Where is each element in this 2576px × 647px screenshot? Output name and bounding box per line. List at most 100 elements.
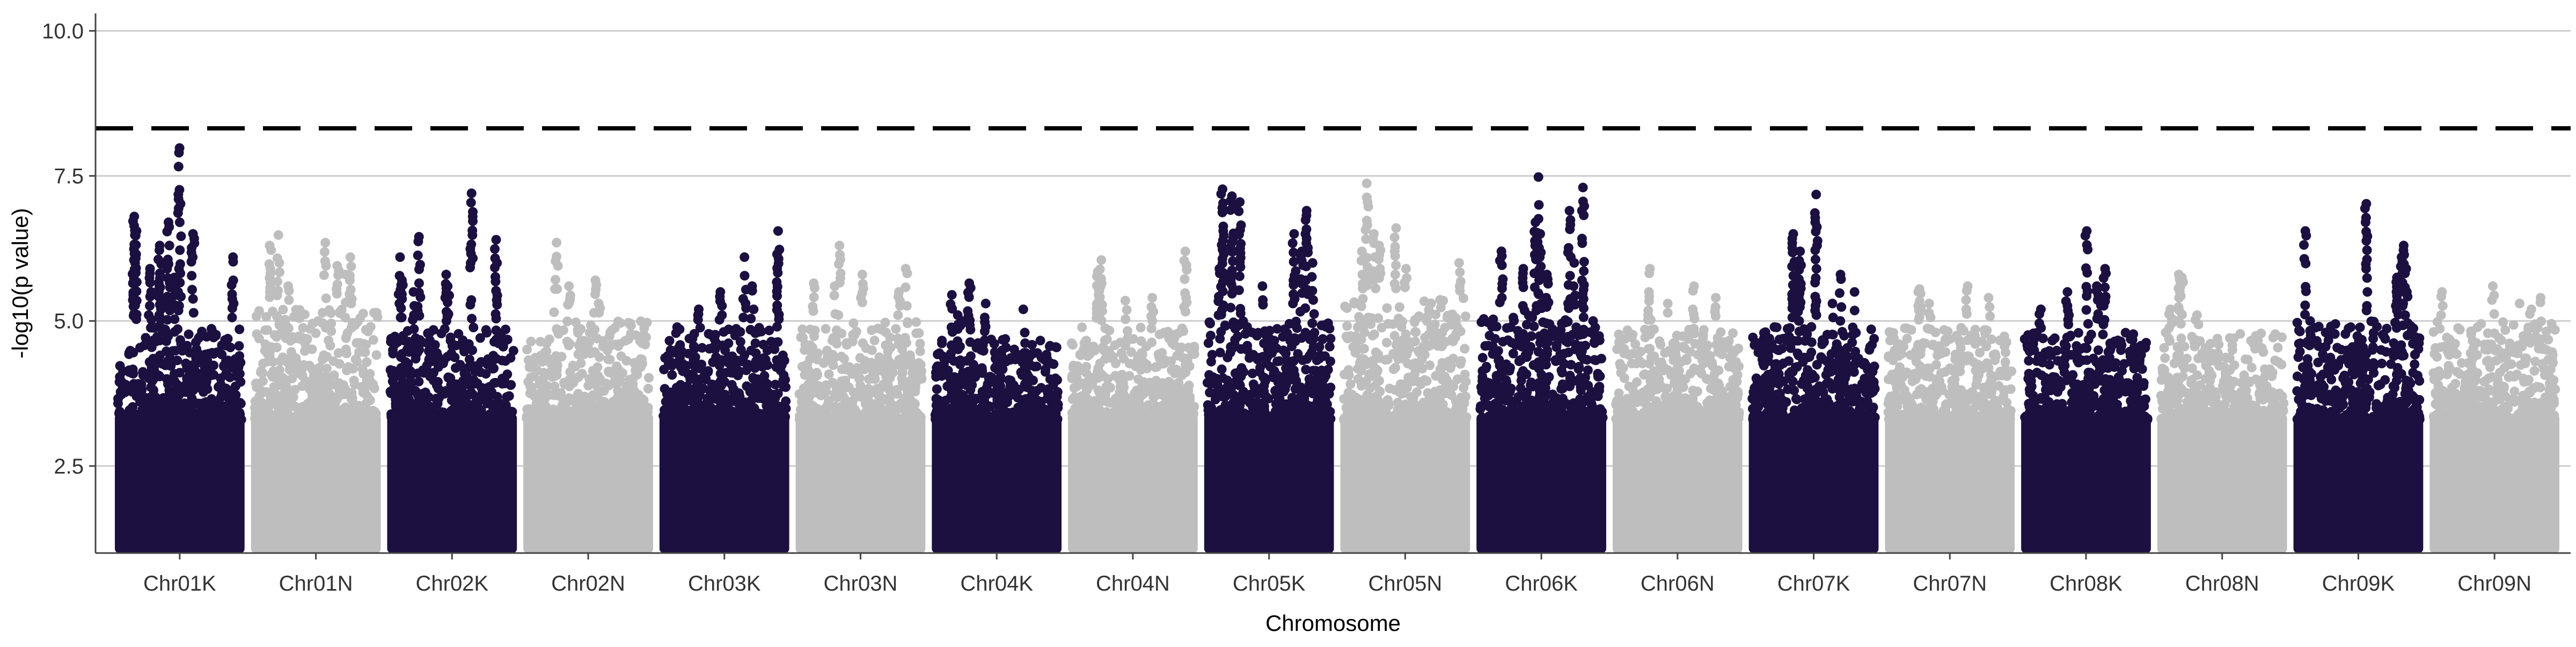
point xyxy=(1451,332,1460,342)
point xyxy=(413,348,422,358)
peak-point xyxy=(947,290,957,300)
point xyxy=(1307,286,1317,296)
point xyxy=(128,369,138,379)
point xyxy=(1583,365,1593,375)
point xyxy=(1440,323,1450,332)
point xyxy=(1265,335,1275,344)
peak-point xyxy=(981,299,991,308)
point xyxy=(1459,383,1468,392)
point xyxy=(1150,415,1160,424)
point xyxy=(764,325,774,335)
point xyxy=(231,371,240,381)
point xyxy=(1026,398,1035,408)
point xyxy=(467,345,477,355)
point xyxy=(1357,381,1366,391)
point xyxy=(156,304,166,314)
peak-point xyxy=(1257,281,1267,291)
point xyxy=(235,341,244,351)
point xyxy=(1118,378,1128,388)
point xyxy=(638,402,647,412)
point xyxy=(715,315,724,325)
point xyxy=(406,387,415,396)
point xyxy=(1257,415,1267,424)
point xyxy=(1291,376,1301,386)
point xyxy=(749,304,758,314)
point xyxy=(1053,387,1063,397)
point xyxy=(175,335,185,345)
point xyxy=(1216,189,1226,199)
point xyxy=(466,198,476,207)
point xyxy=(709,334,719,344)
point xyxy=(235,351,244,361)
point xyxy=(643,384,653,394)
point xyxy=(573,328,583,338)
point xyxy=(1036,336,1045,345)
point xyxy=(1245,398,1255,408)
point xyxy=(184,405,193,415)
point xyxy=(414,279,424,288)
point xyxy=(773,389,783,398)
point xyxy=(1255,363,1265,373)
point xyxy=(528,359,537,368)
point xyxy=(675,324,684,334)
point xyxy=(492,325,501,335)
point xyxy=(1375,412,1385,422)
point xyxy=(396,303,406,313)
peak-point xyxy=(1147,293,1157,303)
point xyxy=(365,396,375,405)
point xyxy=(822,414,832,424)
point xyxy=(1391,363,1400,373)
point xyxy=(1509,349,1518,359)
point xyxy=(1287,341,1297,351)
point xyxy=(949,356,959,366)
point xyxy=(716,369,726,379)
chromosome-Chr03K-points xyxy=(658,226,791,553)
point xyxy=(1172,365,1181,374)
point xyxy=(465,300,475,310)
point xyxy=(1404,413,1414,423)
point xyxy=(466,388,476,397)
point xyxy=(419,368,429,377)
point xyxy=(893,333,903,343)
point xyxy=(189,308,199,318)
point xyxy=(1220,402,1230,411)
point xyxy=(1083,351,1093,361)
point xyxy=(301,376,310,386)
point xyxy=(1205,318,1215,328)
point xyxy=(1292,323,1302,333)
point-band-Chr03N xyxy=(796,414,926,553)
point xyxy=(603,354,613,364)
point xyxy=(711,345,720,354)
point xyxy=(601,379,611,388)
point xyxy=(1368,372,1378,381)
point xyxy=(941,406,950,416)
point xyxy=(166,361,175,371)
point xyxy=(137,385,147,395)
point xyxy=(178,343,187,353)
point xyxy=(717,301,727,311)
point xyxy=(499,342,508,352)
point xyxy=(458,399,468,409)
point xyxy=(898,379,908,388)
point xyxy=(402,363,412,373)
point xyxy=(1364,202,1373,212)
point xyxy=(295,314,304,323)
point xyxy=(1357,256,1366,265)
point xyxy=(1183,386,1193,395)
peak-point xyxy=(564,281,574,291)
point xyxy=(1461,311,1470,321)
point xyxy=(1425,360,1435,370)
point xyxy=(1297,288,1307,298)
point xyxy=(128,288,138,297)
point xyxy=(258,368,267,378)
point xyxy=(304,399,314,409)
point xyxy=(156,415,165,424)
point xyxy=(170,315,179,324)
point xyxy=(423,329,433,338)
point xyxy=(1340,302,1350,311)
point xyxy=(939,354,949,364)
point xyxy=(1013,354,1022,364)
point xyxy=(1350,335,1360,344)
point xyxy=(128,279,138,288)
point xyxy=(1204,405,1213,415)
